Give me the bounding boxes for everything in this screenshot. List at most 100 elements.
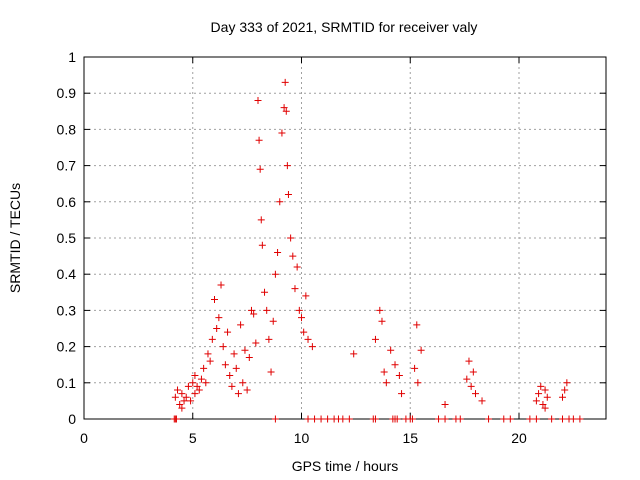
- data-point: [478, 397, 486, 405]
- data-point: [576, 415, 584, 423]
- y-tick-label: 0: [68, 411, 76, 427]
- data-point: [254, 96, 262, 104]
- data-point: [539, 401, 547, 409]
- data-point: [304, 335, 312, 343]
- data-point: [217, 281, 225, 289]
- data-point: [237, 321, 245, 329]
- data-point: [435, 415, 443, 423]
- chart-title: Day 333 of 2021, SRMTID for receiver val…: [211, 19, 478, 35]
- data-point: [263, 306, 271, 314]
- data-point: [271, 270, 279, 278]
- data-point: [413, 321, 421, 329]
- data-point: [380, 368, 388, 376]
- data-point: [298, 314, 305, 322]
- grid-lines: [84, 57, 606, 419]
- data-point: [189, 379, 197, 387]
- data-point: [255, 136, 263, 144]
- data-point: [569, 415, 577, 423]
- data-point: [411, 364, 419, 372]
- data-point: [247, 306, 255, 314]
- data-point: [171, 393, 179, 401]
- data-point: [283, 162, 291, 170]
- data-point: [187, 397, 195, 405]
- data-point: [417, 346, 425, 354]
- data-point: [230, 350, 238, 358]
- data-point: [241, 346, 249, 354]
- data-point: [293, 263, 301, 271]
- data-point: [182, 393, 190, 401]
- data-point: [178, 404, 186, 412]
- data-point: [532, 415, 540, 423]
- data-point: [258, 241, 266, 249]
- data-point: [204, 350, 212, 358]
- data-point: [393, 415, 401, 423]
- data-point: [371, 415, 379, 423]
- data-point: [408, 415, 416, 423]
- x-tick-label: 15: [402, 430, 418, 446]
- data-point: [559, 393, 566, 401]
- data-point: [276, 198, 284, 206]
- data-point: [269, 317, 277, 325]
- data-point: [191, 372, 199, 380]
- y-tick-label: 0.1: [57, 375, 77, 391]
- data-point: [234, 390, 242, 398]
- data-point: [291, 285, 299, 293]
- y-tick-label: 0.9: [57, 85, 77, 101]
- data-point: [287, 234, 295, 242]
- data-point: [395, 372, 403, 380]
- data-point: [219, 343, 227, 351]
- data-point: [213, 325, 221, 332]
- data-point: [317, 415, 325, 423]
- data-point: [239, 379, 247, 387]
- y-tick-label: 0.5: [57, 230, 77, 246]
- data-point: [535, 390, 543, 398]
- y-axis-label: SRMTID / TECUs: [7, 183, 23, 293]
- y-tick-label: 0.7: [57, 158, 77, 174]
- data-point: [261, 288, 269, 296]
- data-point: [215, 314, 223, 322]
- tick-labels: 00.10.20.30.40.50.60.70.80.910 5 10 15 20: [57, 49, 527, 446]
- data-point: [295, 306, 303, 314]
- data-point: [463, 375, 471, 383]
- data-point: [302, 292, 310, 300]
- data-point: [559, 415, 566, 423]
- data-point: [378, 317, 386, 325]
- data-point: [506, 415, 514, 423]
- x-tick-label: 5: [189, 430, 197, 446]
- data-point: [226, 372, 234, 380]
- data-point: [485, 415, 493, 423]
- data-points: [170, 78, 584, 423]
- data-point: [280, 104, 288, 112]
- data-point: [232, 364, 240, 372]
- data-point: [308, 343, 316, 351]
- y-tick-label: 0.4: [57, 266, 77, 282]
- data-point: [350, 350, 358, 358]
- data-point: [376, 306, 384, 314]
- data-point: [221, 361, 229, 369]
- data-point: [184, 382, 192, 390]
- data-point: [339, 415, 347, 423]
- data-point: [398, 390, 406, 398]
- data-point: [202, 379, 210, 387]
- data-point: [500, 415, 508, 423]
- data-point: [324, 415, 332, 423]
- data-point: [563, 379, 571, 387]
- data-point: [172, 415, 180, 423]
- data-point: [224, 328, 232, 336]
- data-point: [206, 357, 214, 365]
- data-point: [267, 368, 275, 376]
- data-point: [178, 390, 186, 398]
- data-point: [195, 386, 203, 394]
- data-point: [543, 393, 551, 401]
- data-point: [257, 216, 265, 224]
- y-tick-label: 0.3: [57, 302, 77, 318]
- data-point: [271, 415, 279, 423]
- data-point: [537, 382, 545, 390]
- data-point: [193, 382, 201, 390]
- y-tick-label: 0.2: [57, 339, 77, 355]
- data-point: [282, 107, 290, 115]
- x-axis-label: GPS time / hours: [292, 458, 399, 474]
- data-point: [465, 357, 473, 365]
- data-point: [289, 252, 297, 260]
